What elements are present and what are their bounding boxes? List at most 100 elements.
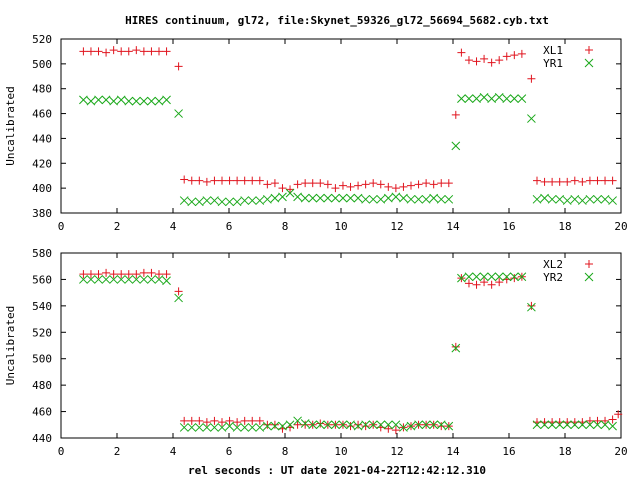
data-point xyxy=(444,421,454,431)
data-point xyxy=(487,272,496,282)
data-point xyxy=(217,423,227,432)
data-point xyxy=(578,420,587,430)
data-point xyxy=(547,420,557,430)
data-point xyxy=(109,270,118,279)
data-point xyxy=(102,268,111,277)
data-point xyxy=(308,420,318,430)
y-axis-label: Uncalibrated xyxy=(4,306,17,385)
data-point xyxy=(451,141,461,151)
data-point xyxy=(233,418,242,427)
data-point xyxy=(109,275,118,284)
data-point xyxy=(278,192,287,202)
data-point xyxy=(414,420,423,430)
data-point xyxy=(338,420,348,430)
data-point xyxy=(255,196,265,205)
data-point xyxy=(155,270,163,279)
data-point xyxy=(608,196,617,205)
data-point xyxy=(429,420,439,430)
data-point xyxy=(527,301,536,310)
data-point xyxy=(202,196,212,205)
data-point xyxy=(480,54,489,63)
data-point xyxy=(124,275,134,284)
data-point xyxy=(494,272,504,282)
data-point xyxy=(270,179,279,188)
data-point xyxy=(593,194,602,204)
data-point xyxy=(102,48,111,57)
data-point xyxy=(601,416,610,425)
y-tick-label: 560 xyxy=(32,273,52,286)
data-point xyxy=(391,184,400,193)
data-point xyxy=(421,420,431,430)
data-point xyxy=(361,194,370,204)
data-point xyxy=(180,416,189,425)
plot-frame xyxy=(60,38,622,214)
x-tick-label: 14 xyxy=(446,220,460,233)
data-point xyxy=(540,193,549,203)
data-point xyxy=(315,193,325,203)
x-axis-label: rel seconds : UT date 2021-04-22T12:42:1… xyxy=(188,464,486,477)
data-point xyxy=(162,270,171,279)
data-point xyxy=(263,421,272,431)
data-point xyxy=(346,193,355,203)
y-tick-label: 500 xyxy=(32,353,52,366)
data-point xyxy=(240,176,249,185)
data-point xyxy=(210,416,219,425)
data-point xyxy=(533,176,541,185)
data-point xyxy=(132,270,141,279)
data-point xyxy=(255,176,264,185)
data-point xyxy=(323,420,333,430)
data-point xyxy=(495,278,504,287)
data-point xyxy=(86,96,96,106)
data-point xyxy=(293,416,302,426)
data-point xyxy=(457,94,466,104)
x-tick-label: 0 xyxy=(58,220,65,233)
data-point xyxy=(555,420,565,430)
data-point xyxy=(487,280,496,289)
data-point xyxy=(94,95,103,105)
data-point xyxy=(540,177,549,186)
data-point xyxy=(79,95,88,105)
legend-marker xyxy=(585,46,593,54)
y-tick-label: 460 xyxy=(32,108,52,121)
y-tick-label: 380 xyxy=(32,207,52,220)
data-point xyxy=(86,270,95,279)
data-point xyxy=(444,194,454,204)
data-point xyxy=(270,420,279,429)
data-point xyxy=(502,52,511,61)
data-point xyxy=(139,268,148,277)
data-point xyxy=(86,275,96,284)
data-point xyxy=(346,422,355,431)
data-point xyxy=(308,179,317,188)
data-point xyxy=(376,194,386,204)
data-point xyxy=(369,179,378,188)
data-point xyxy=(487,58,496,67)
data-point xyxy=(338,193,348,203)
data-point xyxy=(174,293,183,303)
data-point xyxy=(154,96,164,106)
legend-marker xyxy=(584,58,594,68)
legend-marker xyxy=(584,272,594,282)
data-point xyxy=(248,416,257,425)
data-point xyxy=(429,180,438,189)
data-point xyxy=(451,342,460,351)
x-tick-label: 6 xyxy=(226,445,233,458)
plot-panel-2: 0 2 4 6 8 10 12 14 16 18 20 440 460 480 500 520 540 560 58… xyxy=(4,247,628,458)
data-point xyxy=(346,420,355,430)
data-point xyxy=(270,421,280,431)
data-point xyxy=(354,420,363,429)
data-point xyxy=(494,93,504,102)
data-point xyxy=(331,184,340,193)
data-point xyxy=(301,179,310,188)
data-point xyxy=(487,94,496,104)
data-point xyxy=(338,181,347,190)
data-point xyxy=(79,270,88,279)
x-tick-label: 12 xyxy=(390,445,403,458)
data-point xyxy=(162,47,171,56)
x-tick-label: 2 xyxy=(114,445,121,458)
data-point xyxy=(570,194,580,204)
data-point xyxy=(517,272,527,282)
data-point xyxy=(548,177,557,186)
data-point xyxy=(174,62,183,71)
data-point xyxy=(293,420,302,429)
data-point xyxy=(308,193,318,203)
